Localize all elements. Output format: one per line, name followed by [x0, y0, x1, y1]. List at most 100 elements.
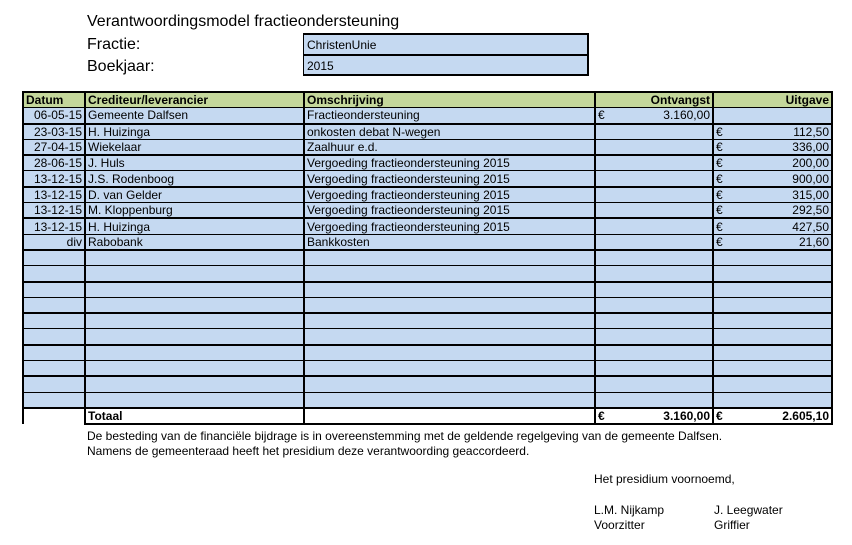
cell-datum[interactable] — [22, 375, 85, 393]
cell-datum[interactable]: div — [22, 233, 85, 250]
cell-datum[interactable] — [22, 343, 85, 361]
cell-omschrijving[interactable] — [303, 280, 595, 298]
cell-datum[interactable] — [22, 280, 85, 298]
cell-ontvangst[interactable] — [594, 328, 713, 345]
cell-omschrijving[interactable] — [303, 265, 595, 282]
cell-uitgave[interactable] — [712, 343, 833, 361]
cell-ontvangst[interactable] — [594, 360, 713, 377]
cell-crediteur[interactable] — [84, 280, 304, 298]
cell-omschrijving[interactable] — [303, 375, 595, 393]
cell-uitgave[interactable] — [712, 248, 833, 266]
cell-ontvangst[interactable] — [594, 185, 713, 203]
cell-datum[interactable]: 13-12-15 — [22, 185, 85, 203]
cell-uitgave[interactable] — [712, 296, 833, 314]
cell-crediteur[interactable] — [84, 248, 304, 266]
cell-uitgave[interactable]: €427,50 — [712, 217, 833, 235]
cell-ontvangst[interactable] — [594, 233, 713, 250]
cell-omschrijving[interactable] — [303, 360, 595, 377]
cell-uitgave[interactable] — [712, 391, 833, 408]
cell-crediteur[interactable]: H. Huizinga — [84, 122, 304, 140]
cell-omschrijving[interactable] — [303, 248, 595, 266]
cell-crediteur[interactable] — [84, 328, 304, 345]
cell-ontvangst[interactable] — [594, 122, 713, 140]
cell-uitgave[interactable]: €21,60 — [712, 233, 833, 250]
cell-ontvangst[interactable] — [594, 248, 713, 266]
cell-ontvangst[interactable] — [594, 343, 713, 361]
cell-uitgave[interactable] — [712, 312, 833, 329]
cell-omschrijving[interactable]: Vergoeding fractieondersteuning 2015 — [303, 202, 595, 219]
cell-omschrijving[interactable] — [303, 312, 595, 329]
cell-ontvangst[interactable] — [594, 202, 713, 219]
cell-uitgave[interactable] — [712, 280, 833, 298]
cell-datum[interactable] — [22, 360, 85, 377]
cell-crediteur[interactable]: Rabobank — [84, 233, 304, 250]
cell-crediteur[interactable]: H. Huizinga — [84, 217, 304, 235]
cell-datum[interactable]: 13-12-15 — [22, 217, 85, 235]
total-uitgave[interactable]: €2.605,10 — [712, 406, 833, 426]
cell-omschrijving[interactable]: Bankkosten — [303, 233, 595, 250]
cell-uitgave[interactable]: €336,00 — [712, 138, 833, 156]
cell-crediteur[interactable] — [84, 312, 304, 329]
cell-ontvangst[interactable]: €3.160,00 — [594, 107, 713, 124]
cell-omschrijving[interactable]: Vergoeding fractieondersteuning 2015 — [303, 217, 595, 235]
cell-ontvangst[interactable] — [594, 280, 713, 298]
cell-crediteur[interactable] — [84, 343, 304, 361]
cell-datum[interactable]: 13-12-15 — [22, 202, 85, 219]
cell-datum[interactable] — [22, 312, 85, 329]
cell-ontvangst[interactable] — [594, 296, 713, 314]
cell-datum[interactable]: 13-12-15 — [22, 170, 85, 187]
cell-datum[interactable]: 27-04-15 — [22, 138, 85, 156]
cell-omschrijving[interactable] — [303, 296, 595, 314]
cell-omschrijving[interactable]: Vergoeding fractieondersteuning 2015 — [303, 154, 595, 171]
cell-ontvangst[interactable] — [594, 312, 713, 329]
cell-omschrijving[interactable] — [303, 391, 595, 408]
fractie-cell[interactable]: ChristenUnie — [303, 33, 589, 55]
cell-ontvangst[interactable] — [594, 217, 713, 235]
cell-uitgave[interactable]: €292,50 — [712, 202, 833, 219]
cell-ontvangst[interactable] — [594, 265, 713, 282]
cell-ontvangst[interactable] — [594, 391, 713, 408]
cell-ontvangst[interactable] — [594, 154, 713, 171]
cell-crediteur[interactable] — [84, 265, 304, 282]
cell-uitgave[interactable] — [712, 328, 833, 345]
cell-ontvangst[interactable] — [594, 375, 713, 393]
cell-uitgave[interactable]: €112,50 — [712, 122, 833, 140]
cell-datum[interactable] — [22, 328, 85, 345]
cell-uitgave[interactable]: €900,00 — [712, 170, 833, 187]
cell-uitgave[interactable] — [712, 375, 833, 393]
cell-ontvangst[interactable] — [594, 170, 713, 187]
cell-uitgave[interactable] — [712, 107, 833, 124]
cell-uitgave[interactable] — [712, 360, 833, 377]
cell-omschrijving[interactable]: Vergoeding fractieondersteuning 2015 — [303, 170, 595, 187]
cell-datum[interactable]: 23-03-15 — [22, 122, 85, 140]
cell-crediteur[interactable] — [84, 391, 304, 408]
cell-crediteur[interactable] — [84, 375, 304, 393]
cell-crediteur[interactable] — [84, 296, 304, 314]
cell-datum[interactable] — [22, 296, 85, 314]
cell-crediteur[interactable]: M. Kloppenburg — [84, 202, 304, 219]
cell-uitgave[interactable] — [712, 265, 833, 282]
cell-omschrijving[interactable] — [303, 343, 595, 361]
expense-table: Datum Crediteur/leverancier Omschrijving… — [22, 91, 833, 426]
cell-omschrijving[interactable]: Zaalhuur e.d. — [303, 138, 595, 156]
cell-omschrijving[interactable]: Vergoeding fractieondersteuning 2015 — [303, 185, 595, 203]
cell-datum[interactable]: 28-06-15 — [22, 154, 85, 171]
cell-datum[interactable] — [22, 265, 85, 282]
cell-datum[interactable] — [22, 248, 85, 266]
cell-crediteur[interactable]: D. van Gelder — [84, 185, 304, 203]
cell-uitgave[interactable]: €315,00 — [712, 185, 833, 203]
cell-omschrijving[interactable]: onkosten debat N-wegen — [303, 122, 595, 140]
cell-crediteur[interactable]: J.S. Rodenboog — [84, 170, 304, 187]
cell-omschrijving[interactable]: Fractieondersteuning — [303, 107, 595, 124]
cell-crediteur[interactable]: Gemeente Dalfsen — [84, 107, 304, 124]
cell-crediteur[interactable] — [84, 360, 304, 377]
cell-ontvangst[interactable] — [594, 138, 713, 156]
cell-uitgave[interactable]: €200,00 — [712, 154, 833, 171]
cell-crediteur[interactable]: J. Huls — [84, 154, 304, 171]
cell-omschrijving[interactable] — [303, 328, 595, 345]
cell-datum[interactable] — [22, 391, 85, 408]
total-ontvangst[interactable]: €3.160,00 — [594, 406, 713, 426]
cell-crediteur[interactable]: Wiekelaar — [84, 138, 304, 156]
cell-datum[interactable]: 06-05-15 — [22, 107, 85, 124]
boekjaar-cell[interactable]: 2015 — [303, 55, 589, 76]
